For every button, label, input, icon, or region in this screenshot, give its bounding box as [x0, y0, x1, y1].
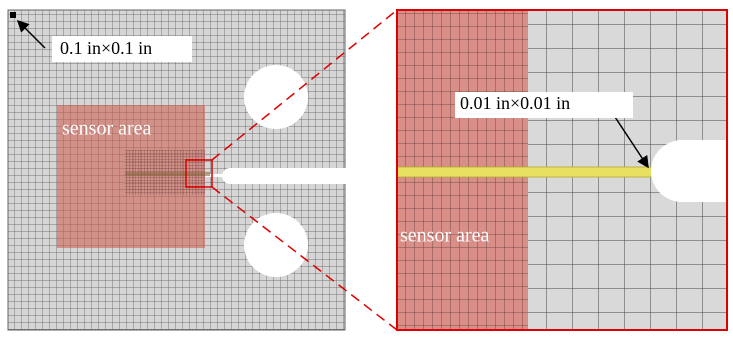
element-marker: [10, 12, 16, 18]
label: sensor area: [400, 225, 490, 247]
fine-mesh-panel: 0.01 in×0.01 in sensor area: [397, 10, 728, 330]
crack-path: [397, 167, 652, 177]
hole: [244, 65, 308, 129]
coarse-mesh-panel: 0.1 in×0.1 in sensor area: [8, 10, 346, 330]
label: 0.01 in×0.01 in: [460, 93, 570, 113]
notch: [222, 168, 346, 184]
notch: [651, 140, 728, 202]
mesh-figure: 0.1 in×0.1 in sensor area 0.01 in×0.01 i…: [0, 0, 733, 337]
hole: [244, 213, 308, 277]
label: 0.1 in×0.1 in: [60, 38, 152, 58]
crack-path: [125, 172, 210, 176]
label: sensor area: [62, 118, 152, 140]
